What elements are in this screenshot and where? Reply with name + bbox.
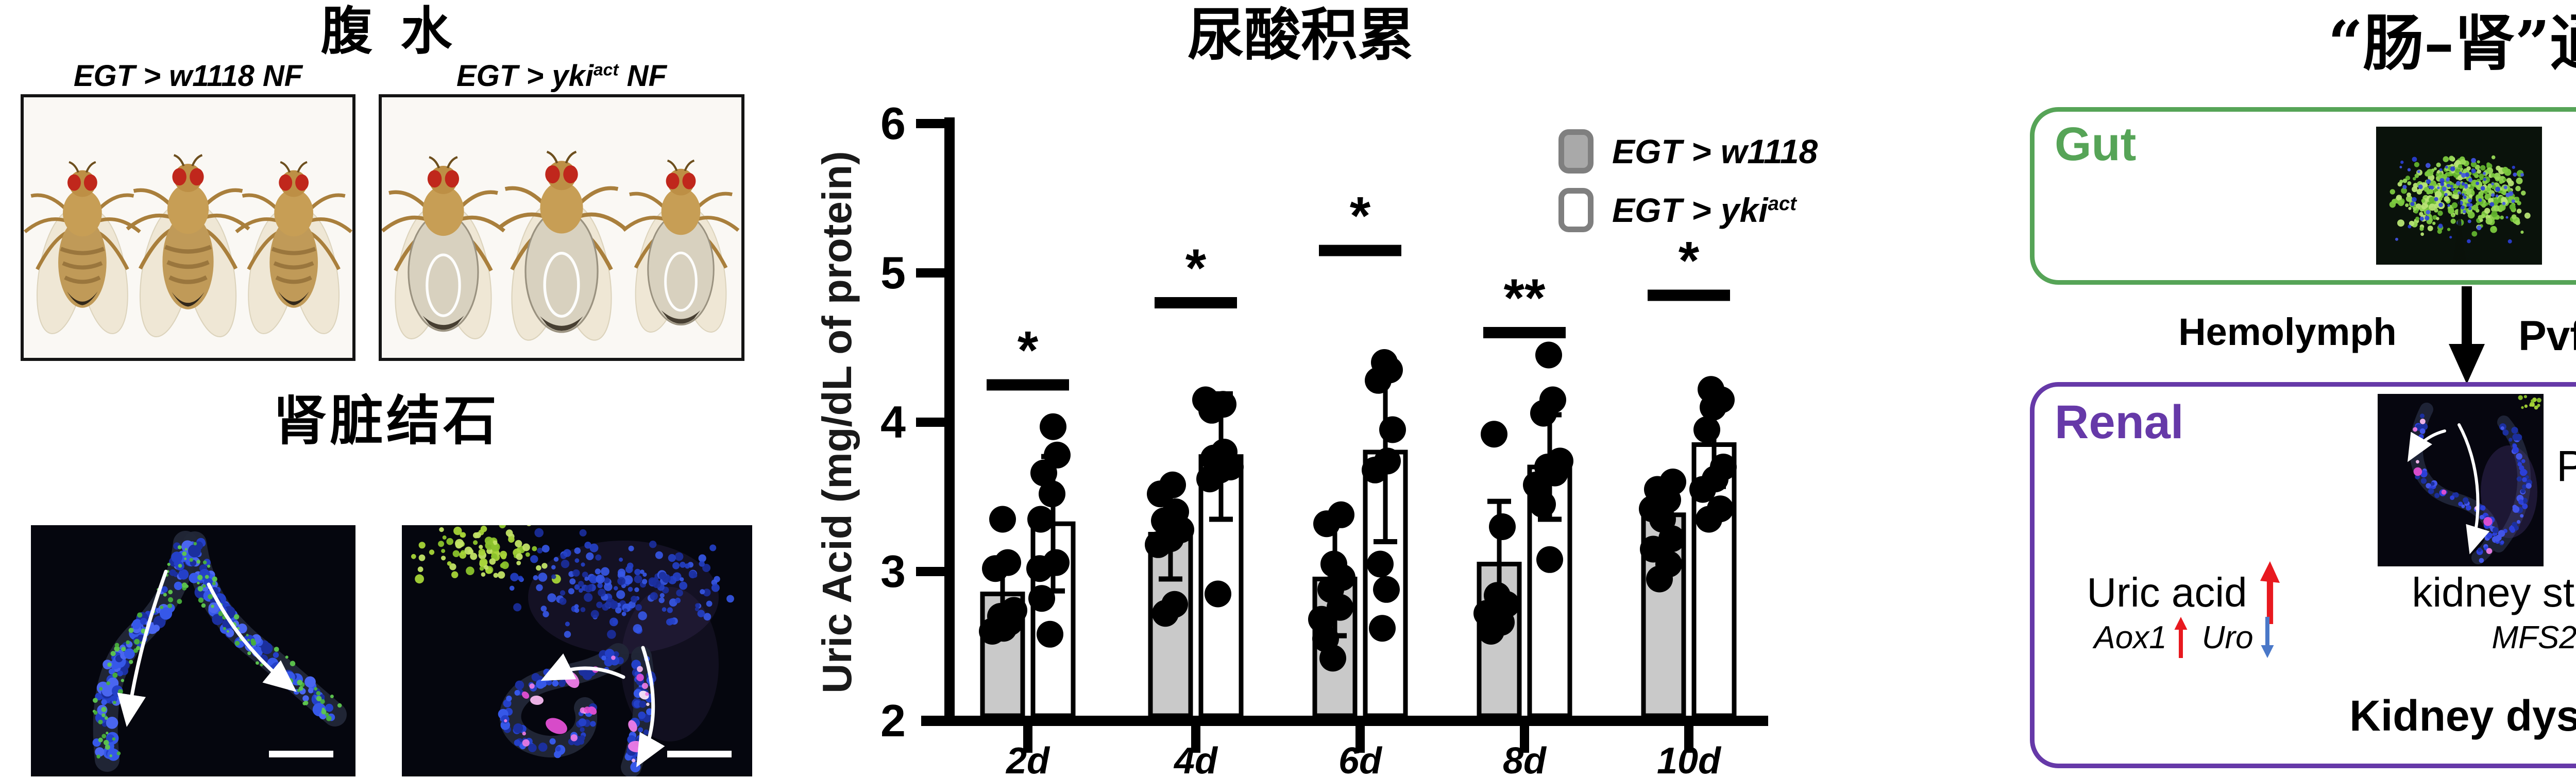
up-arrow-icon <box>2174 617 2188 658</box>
kidney-stone-section-title: 肾脏结石 <box>273 389 500 452</box>
kidney-stone-micrograph-control <box>31 525 355 776</box>
ascites-section-title: 腹水 <box>320 1 481 61</box>
micrograph-tubule-stones <box>402 525 752 776</box>
genotype-label-post: NF <box>254 59 303 93</box>
effect-uric-acid: Uric acid <box>2058 558 2311 627</box>
ascites-photo-yki <box>379 94 744 361</box>
hemolymph-label: Hemolymph <box>2178 310 2397 353</box>
genes-uric-acid: Aox1 Uro <box>2058 612 2311 663</box>
renal-box-label: Renal <box>2055 396 2184 448</box>
svg-text:*: * <box>1018 321 1039 381</box>
signaling-row: Pvr/JNK signaling <box>2556 426 2576 506</box>
pvf1-label: Pvf1 <box>2518 313 2576 359</box>
micrograph-renal-tubule <box>2378 394 2544 566</box>
kidney-dysfunction-label: Kidney dysfunction <box>2349 691 2576 740</box>
fly-photo-normal <box>24 154 352 338</box>
genotype-label-w1118: EGT > w1118 NF <box>21 59 355 93</box>
down-arrow-icon <box>2261 617 2274 658</box>
svg-text:4d: 4d <box>1173 740 1218 778</box>
gut-box-label: Gut <box>2055 118 2137 170</box>
svg-text:**: ** <box>1504 268 1546 328</box>
svg-text:3: 3 <box>880 546 906 597</box>
legend-label: EGT > ykiact <box>1612 191 1797 229</box>
fly-photo-bloated <box>382 150 740 341</box>
svg-text:5: 5 <box>880 247 906 298</box>
svg-text:Uric Acid (mg/dL of protein): Uric Acid (mg/dL of protein) <box>814 151 860 693</box>
micrograph-tubule-control <box>31 525 355 776</box>
genes-kidney-stone: MFS2 <box>2492 619 2576 655</box>
legend-label: EGT > w1118 <box>1612 132 1818 170</box>
gut-to-renal-arrow-icon <box>2449 286 2485 384</box>
svg-text:4: 4 <box>880 396 906 447</box>
legend-swatch-gray <box>1558 129 1594 174</box>
genotype-label-post: NF <box>618 59 667 93</box>
svg-text:6: 6 <box>880 98 906 149</box>
effect-kidney-stone: kidney stone <box>2412 569 2576 615</box>
up-arrow-icon <box>2260 561 2280 624</box>
micrograph-gut-tumor <box>2376 127 2542 265</box>
gut-tumor-micrograph <box>2376 127 2542 265</box>
svg-text:*: * <box>1185 238 1207 298</box>
uric-acid-bar-chart: 2 3 4 5 6 Uric Acid (mg/dL of protein) 2d 4d 6d 8… <box>814 98 1768 778</box>
legend-entry-w1118: EGT > w1118 <box>1558 125 1818 178</box>
svg-text:10d: 10d <box>1657 740 1722 778</box>
genotype-label-pre: EGT > yki <box>456 59 594 93</box>
genotype-label-yki: EGT > ykiact NF <box>379 59 744 93</box>
svg-text:8d: 8d <box>1503 740 1547 778</box>
model-section-title: “肠–肾”通讯模型 <box>2328 7 2576 79</box>
svg-text:2d: 2d <box>1005 740 1050 778</box>
svg-text:6d: 6d <box>1338 740 1383 778</box>
svg-text:*: * <box>1679 231 1700 291</box>
chart-title: 尿酸积累 <box>1188 2 1414 68</box>
ascites-photo-w1118 <box>21 94 355 361</box>
legend-entry-yki: EGT > ykiact <box>1558 183 1797 237</box>
renal-tubule-micrograph <box>2378 394 2544 566</box>
legend-swatch-open <box>1558 188 1594 232</box>
svg-text:2: 2 <box>880 695 906 746</box>
kidney-stone-micrograph-tumor <box>402 525 752 776</box>
pvr-jnk-label: Pvr/JNK signaling <box>2556 442 2576 490</box>
genotype-label-pre: EGT > w1118 <box>73 59 255 93</box>
genotype-label-sup: act <box>593 60 619 80</box>
svg-text:*: * <box>1350 186 1371 246</box>
